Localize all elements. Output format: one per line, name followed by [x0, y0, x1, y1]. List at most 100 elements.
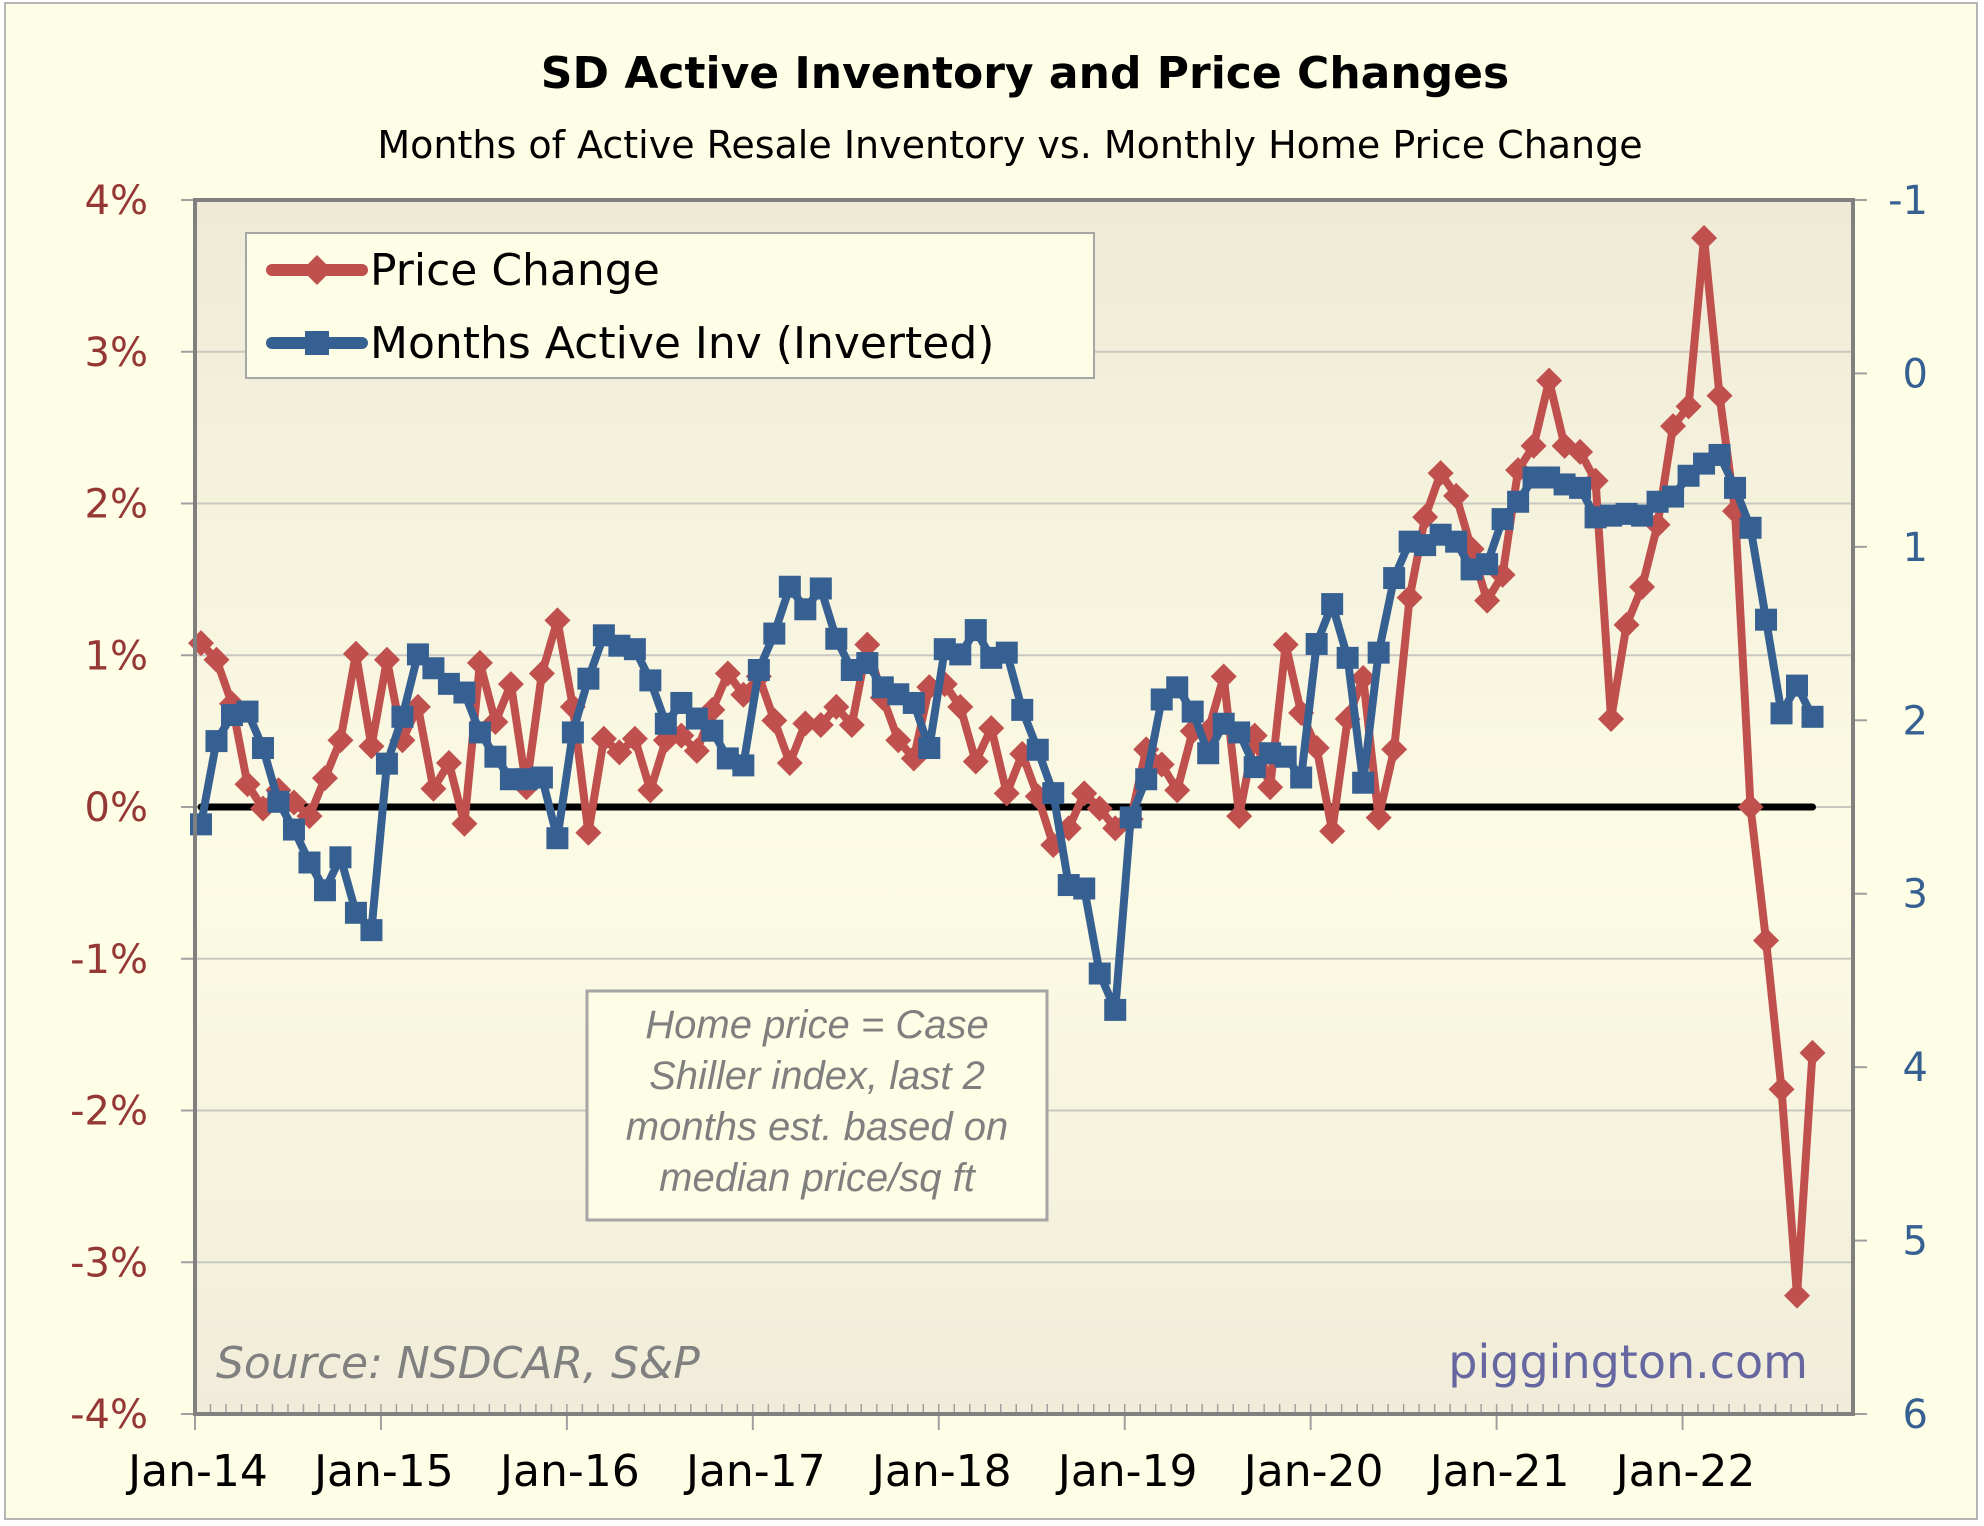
- data-point-square: [484, 745, 507, 768]
- data-point-square: [344, 901, 367, 924]
- data-point-diamond: [420, 775, 447, 802]
- data-point-square: [1088, 962, 1111, 985]
- data-point-diamond: [1567, 438, 1594, 465]
- left-tick-label: -4%: [70, 1392, 148, 1438]
- x-tick-label: Jan-22: [1613, 1446, 1756, 1497]
- diamond-marker-icon: [302, 255, 332, 285]
- data-point-square: [1708, 443, 1731, 466]
- data-point-diamond: [373, 646, 400, 673]
- x-tick-label: Jan-14: [125, 1446, 268, 1497]
- source-note: Source: NSDCAR, S&P: [216, 1338, 700, 1389]
- chart-subtitle: Months of Active Resale Inventory vs. Mo…: [377, 123, 1642, 167]
- data-point-square: [298, 851, 321, 874]
- chart-title: SD Active Inventory and Price Changes: [541, 48, 1509, 99]
- data-point-square: [1290, 766, 1313, 789]
- data-point-square: [1321, 593, 1344, 616]
- x-tick-label: Jan-21: [1427, 1446, 1570, 1497]
- data-point-diamond: [1598, 705, 1625, 732]
- left-tick-label: 4%: [85, 178, 148, 224]
- note-line-2: Shiller index, last 2: [649, 1054, 985, 1098]
- data-point-diamond: [528, 660, 555, 687]
- data-point-diamond: [451, 810, 478, 837]
- data-point-diamond: [466, 649, 493, 676]
- data-point-square: [949, 643, 972, 666]
- data-point-square: [329, 846, 352, 869]
- data-point-square: [794, 598, 817, 621]
- data-point-square: [639, 669, 662, 692]
- data-point-diamond: [1474, 587, 1501, 614]
- data-point-square: [1336, 646, 1359, 669]
- data-point-square: [825, 627, 848, 650]
- data-point-diamond: [1381, 736, 1408, 763]
- left-tick-label: -1%: [70, 937, 148, 983]
- data-point-diamond: [1737, 794, 1764, 820]
- right-tick-label: 1: [1903, 525, 1928, 571]
- data-point-square: [918, 737, 941, 760]
- data-point-square: [1274, 745, 1297, 768]
- legend-label-months-inv: Months Active Inv (Inverted): [370, 318, 994, 369]
- data-point-diamond: [854, 631, 881, 658]
- note-line-1: Home price = Case: [645, 1003, 988, 1047]
- data-point-square: [1445, 530, 1468, 553]
- data-point-square: [747, 658, 770, 681]
- data-point-diamond: [544, 607, 571, 634]
- note-box: [585, 989, 1049, 1222]
- data-point-diamond: [714, 660, 741, 687]
- data-point-square: [1801, 705, 1824, 728]
- data-point-diamond: [978, 715, 1005, 742]
- data-point-diamond: [203, 646, 230, 673]
- data-point-diamond: [606, 739, 633, 766]
- data-point-square: [1507, 490, 1530, 513]
- data-point-diamond: [327, 727, 354, 754]
- note-annotation: Home price = Case Shiller index, last 2 …: [585, 989, 1049, 1222]
- data-point-diamond: [823, 693, 850, 720]
- data-point-square: [1367, 641, 1390, 664]
- left-tick-label: 3%: [85, 330, 148, 376]
- data-point-square: [1026, 738, 1049, 761]
- legend-box: [245, 232, 1095, 379]
- data-point-square: [313, 879, 336, 902]
- data-point-square: [1135, 768, 1158, 791]
- data-point-square: [1197, 742, 1220, 765]
- data-point-square: [1569, 476, 1592, 499]
- data-point-square: [267, 790, 290, 813]
- data-point-diamond: [575, 819, 602, 846]
- data-point-square: [282, 818, 305, 841]
- data-point-square: [1352, 771, 1375, 794]
- right-tick-label: 5: [1903, 1219, 1928, 1265]
- data-point-square: [856, 652, 879, 675]
- data-point-square: [1755, 608, 1778, 631]
- data-point-diamond: [1365, 804, 1392, 831]
- data-point-diamond: [1319, 818, 1346, 845]
- data-point-square: [236, 700, 259, 723]
- plot-border: [193, 198, 1855, 1416]
- data-point-square: [453, 681, 476, 704]
- legend-item-months-inv: Months Active Inv (Inverted): [266, 318, 994, 369]
- data-point-diamond: [1350, 665, 1377, 692]
- data-point-square: [902, 691, 925, 714]
- data-point-diamond: [1086, 795, 1113, 822]
- legend-label-price-change: Price Change: [370, 245, 660, 296]
- data-point-square: [1228, 721, 1251, 744]
- data-point-diamond: [342, 640, 369, 667]
- right-axis: -1 0 1 2 3 4 5 6: [1853, 178, 1928, 1438]
- data-point-diamond: [621, 725, 648, 752]
- data-point-square: [1786, 674, 1809, 697]
- right-tick-label: -1: [1888, 178, 1928, 224]
- data-point-square: [1770, 702, 1793, 725]
- data-point-square: [964, 619, 987, 642]
- data-point-square: [778, 575, 801, 598]
- left-tick-label: 2%: [85, 482, 148, 528]
- data-point-square: [1073, 877, 1096, 900]
- left-tick-label: 0%: [85, 785, 148, 831]
- data-point-square: [375, 752, 398, 775]
- data-point-diamond: [590, 725, 617, 752]
- data-point-square: [1724, 476, 1747, 499]
- data-point-diamond: [234, 771, 261, 798]
- data-point-diamond: [776, 749, 803, 776]
- data-point-diamond: [993, 780, 1020, 807]
- data-point-square: [1166, 676, 1189, 699]
- legend: Price Change Months Active Inv (Inverted…: [245, 232, 1095, 379]
- data-point-diamond: [1768, 1076, 1795, 1103]
- data-point-square: [654, 712, 677, 735]
